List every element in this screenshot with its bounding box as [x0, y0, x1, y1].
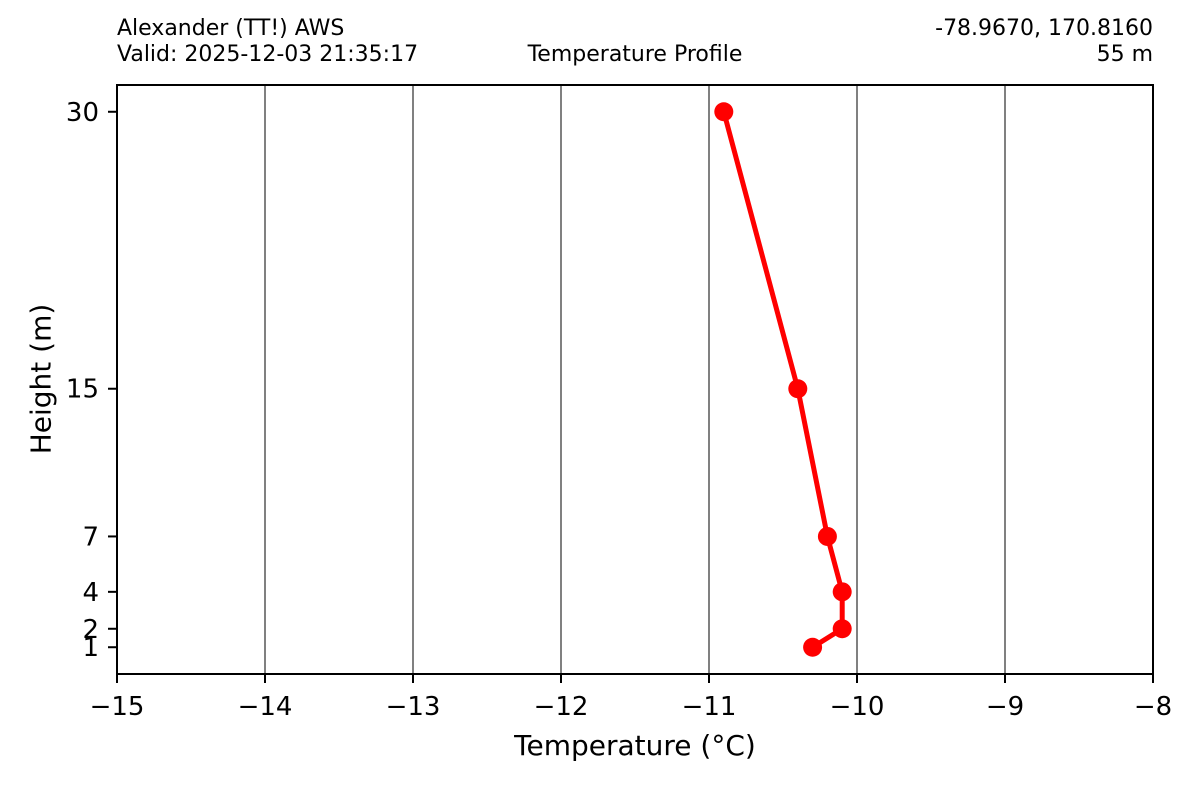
y-tick-label: 1: [82, 633, 99, 663]
x-tick-label: −12: [534, 692, 589, 722]
data-point-2m: [832, 619, 852, 639]
y-tick-label: 2: [82, 615, 99, 645]
station-coordinates: -78.9670, 170.8160: [935, 16, 1153, 41]
x-tick-label: −10: [830, 692, 885, 722]
station-name: Alexander (TT!) AWS: [117, 16, 345, 41]
chart-title: Temperature Profile: [527, 42, 743, 67]
header-right: -78.9670, 170.8160 55 m: [617, 16, 1153, 68]
data-point-15m: [788, 379, 808, 399]
plot-border: [116, 84, 1154, 675]
valid-timestamp: Valid: 2025-12-03 21:35:17: [117, 42, 419, 67]
x-tick-label: −14: [238, 692, 293, 722]
x-tick-label: −13: [386, 692, 441, 722]
y-tick-label: 30: [66, 98, 99, 128]
y-tick-label: 15: [66, 375, 99, 405]
x-tick-label: −11: [682, 692, 737, 722]
y-tick-label: 7: [82, 522, 99, 552]
station-elevation: 55 m: [1096, 42, 1153, 67]
data-point-30m: [714, 102, 734, 122]
data-point-1m: [803, 637, 823, 657]
x-tick-label: −9: [986, 692, 1024, 722]
x-tick-label: −8: [1134, 692, 1172, 722]
x-axis-label: Temperature (°C): [514, 729, 756, 762]
y-tick-label: 4: [82, 578, 99, 608]
x-tick-label: −15: [90, 692, 145, 722]
data-point-7m: [817, 526, 837, 546]
data-point-4m: [832, 582, 852, 602]
header-left: Alexander (TT!) AWS Valid: 2025-12-03 21…: [117, 16, 418, 68]
temperature-line: [721, 109, 845, 650]
